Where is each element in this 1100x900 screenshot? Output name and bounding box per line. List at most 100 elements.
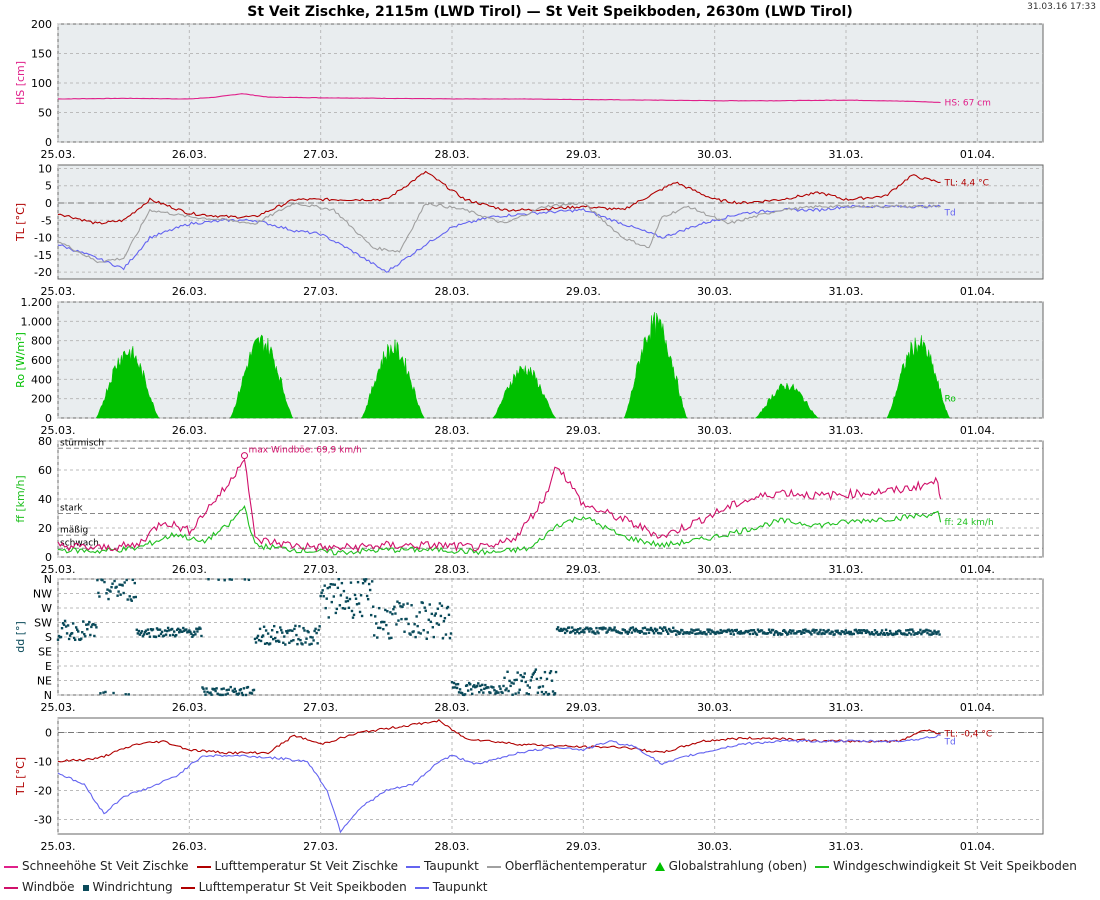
wind-direction-point <box>465 684 469 687</box>
wind-direction-point <box>547 692 551 696</box>
wind-direction-point <box>103 580 106 584</box>
y-tick-label: 5 <box>45 180 52 193</box>
x-tick-label: 31.03. <box>829 424 864 437</box>
wind-direction-point <box>147 632 151 635</box>
wind-direction-point <box>349 581 353 584</box>
wind-direction-point <box>164 633 168 636</box>
wind-direction-point <box>910 633 913 636</box>
wind-direction-point <box>375 622 378 625</box>
wind-direction-point <box>118 583 121 586</box>
y-tick-label: 80 <box>38 435 52 448</box>
wind-direction-point <box>293 627 296 631</box>
x-tick-label: 31.03. <box>829 563 864 576</box>
wind-direction-point <box>67 637 71 641</box>
wind-direction-point <box>480 688 483 692</box>
wind-direction-point <box>223 578 226 582</box>
wind-direction-point <box>551 690 555 693</box>
wind-direction-point <box>748 632 752 636</box>
wind-direction-point <box>588 630 591 633</box>
wind-direction-point <box>457 691 461 694</box>
wind-direction-point <box>738 632 742 635</box>
wind-direction-point <box>706 628 709 631</box>
wind-direction-point <box>925 628 928 632</box>
wind-direction-point <box>929 629 932 633</box>
wind-direction-point <box>755 633 759 636</box>
wind-direction-point <box>363 580 367 583</box>
wind-direction-point <box>307 630 310 634</box>
wind-direction-point <box>406 602 409 605</box>
wind-direction-point <box>154 635 158 639</box>
wind-direction-point <box>171 633 175 637</box>
wind-direction-point <box>360 614 364 618</box>
wind-direction-point <box>935 632 938 636</box>
x-tick-label: 25.03. <box>41 285 76 298</box>
wind-direction-point <box>927 629 930 632</box>
wind-direction-point <box>115 585 118 589</box>
y-tick-label: 10 <box>38 162 52 175</box>
wind-direction-point <box>800 632 803 636</box>
wind-direction-point <box>384 608 387 612</box>
x-tick-label: 30.03. <box>697 840 732 853</box>
wind-direction-point <box>655 628 659 631</box>
wind-direction-point <box>819 628 822 632</box>
wind-direction-point <box>278 640 281 643</box>
wind-direction-point <box>789 629 792 632</box>
wind-direction-point <box>252 688 256 692</box>
wind-direction-point <box>372 605 375 608</box>
wind-direction-point <box>839 632 842 636</box>
wind-direction-point <box>437 623 441 626</box>
legend-line-icon <box>414 886 429 889</box>
wind-direction-point <box>268 642 272 645</box>
wind-direction-point <box>688 632 691 635</box>
y-tick-label: 1.000 <box>21 315 53 328</box>
wind-direction-point <box>163 629 167 632</box>
wind-direction-point <box>193 630 196 633</box>
wind-direction-point <box>413 623 416 626</box>
wind-direction-point <box>728 629 731 633</box>
wind-direction-point <box>705 633 708 636</box>
wind-direction-point <box>332 595 335 598</box>
wind-direction-point <box>338 604 342 607</box>
wind-direction-point <box>233 687 236 691</box>
legend-line-icon <box>486 865 501 868</box>
x-tick-label: 26.03. <box>172 563 207 576</box>
wind-direction-point <box>894 630 898 634</box>
wind-direction-point <box>334 611 338 615</box>
wind-direction-point <box>439 614 443 618</box>
wind-direction-point <box>178 631 181 634</box>
wind-direction-point <box>864 631 868 634</box>
wind-direction-point <box>831 630 834 634</box>
wind-direction-point <box>472 685 475 688</box>
wind-direction-point <box>526 684 529 687</box>
wind-direction-point <box>643 626 647 629</box>
wind-direction-point <box>167 629 171 632</box>
wind-direction-point <box>68 634 72 637</box>
wind-direction-point <box>430 612 433 616</box>
wind-direction-point <box>403 630 406 633</box>
legend-line-icon <box>406 865 421 868</box>
wind-direction-point <box>116 594 119 597</box>
wind-direction-point <box>265 642 269 645</box>
wind-direction-point <box>529 679 532 682</box>
wind-direction-point <box>287 629 290 632</box>
wind-direction-point <box>451 686 455 689</box>
wind-direction-point <box>625 630 628 633</box>
wind-direction-point <box>134 595 137 599</box>
wind-direction-point <box>221 693 224 697</box>
wind-direction-point <box>455 686 459 690</box>
end-value-label: TL: -0,4 °C <box>944 730 993 740</box>
wind-direction-point <box>554 670 558 674</box>
y-tick-label: SE <box>38 646 52 659</box>
wind-direction-point <box>552 693 556 696</box>
y-tick-label: 200 <box>31 18 52 31</box>
wind-direction-point <box>564 628 568 631</box>
wind-direction-point <box>119 593 122 596</box>
wind-direction-point <box>125 578 128 582</box>
wind-direction-point <box>275 640 278 643</box>
wind-direction-point <box>56 638 60 641</box>
wind-direction-point <box>351 616 355 619</box>
wind-direction-point <box>628 628 632 631</box>
wind-direction-point <box>123 581 126 584</box>
wind-direction-point <box>571 626 574 629</box>
